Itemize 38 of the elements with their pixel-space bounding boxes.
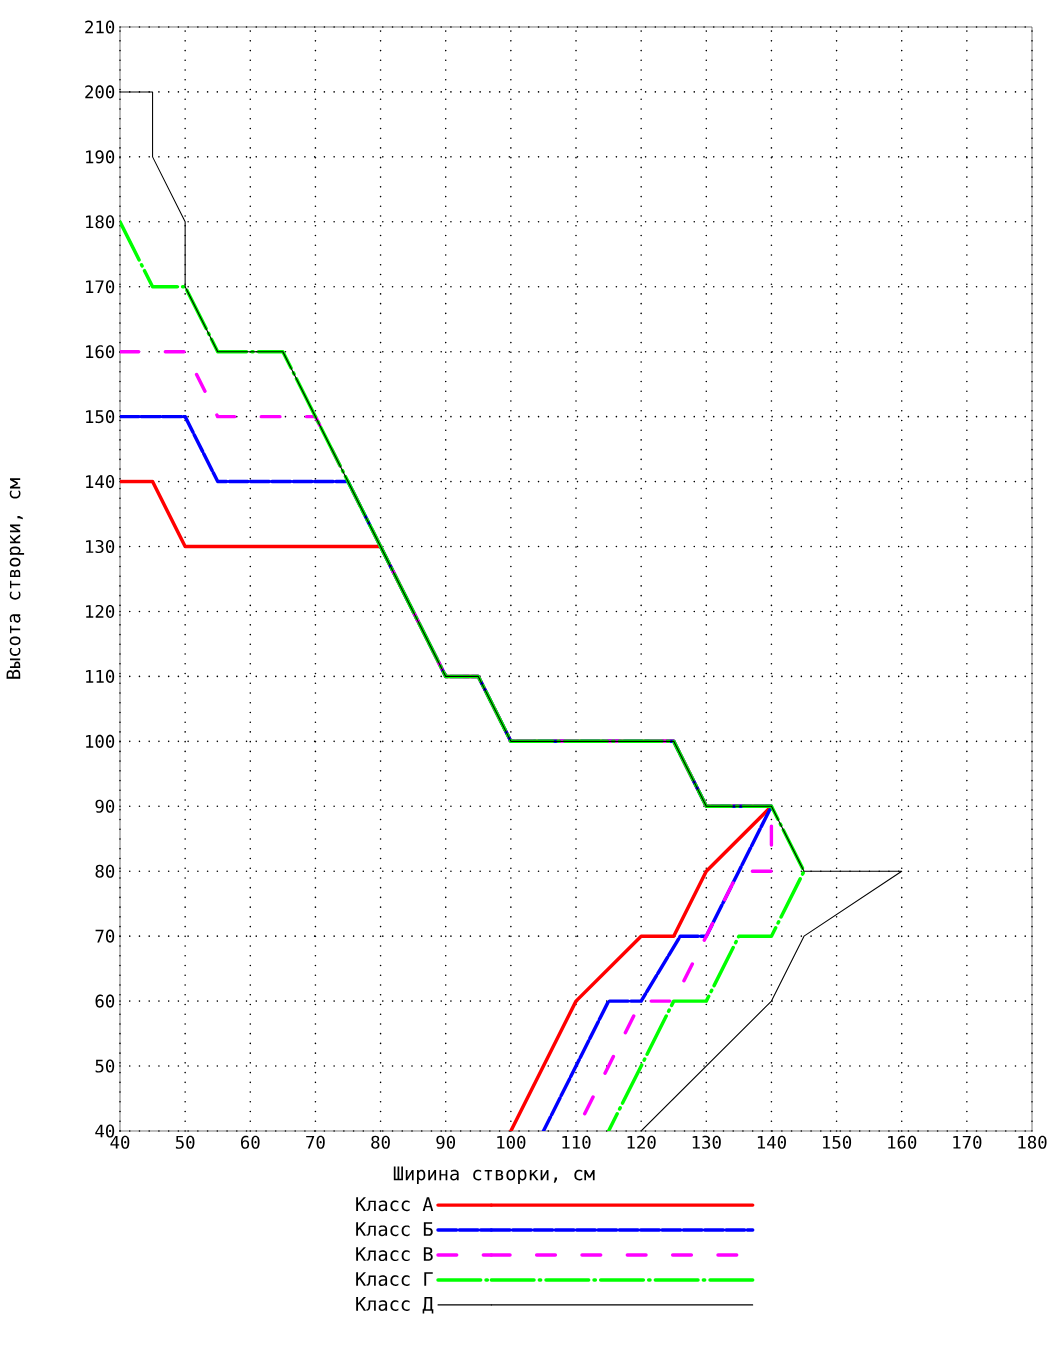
x-tick-label: 100 — [497, 1135, 526, 1149]
x-tick-label: 120 — [627, 1135, 656, 1149]
legend-label: Класс В — [356, 1247, 433, 1262]
x-tick-label: 110 — [562, 1135, 591, 1149]
y-tick-label: 170 — [86, 280, 115, 294]
y-tick-label: 160 — [86, 345, 115, 359]
x-tick-label: 80 — [371, 1135, 390, 1149]
y-tick-label: 140 — [86, 475, 115, 489]
legend-label: Класс Г — [356, 1272, 433, 1287]
y-tick-label: 50 — [95, 1059, 115, 1073]
y-tick-label: 200 — [85, 85, 115, 99]
y-tick-label: 180 — [86, 215, 115, 229]
y-axis-title: Высота створки, см — [6, 478, 25, 679]
x-axis-title: Ширина створки, см — [393, 1166, 595, 1185]
y-tick-label: 210 — [85, 20, 115, 34]
x-tick-label: 160 — [888, 1135, 917, 1149]
y-tick-label: 120 — [86, 604, 115, 619]
y-tick-label: 70 — [95, 929, 115, 943]
x-tick-label: 90 — [436, 1135, 456, 1149]
x-tick-label: 50 — [175, 1135, 195, 1149]
y-tick-label: 90 — [95, 799, 115, 813]
x-tick-label: 170 — [953, 1135, 982, 1149]
legend-label: Класс А — [356, 1197, 434, 1212]
x-tick-label: 140 — [757, 1135, 786, 1149]
y-tick-label: 110 — [86, 669, 115, 683]
x-tick-label: 70 — [306, 1135, 325, 1149]
y-tick-label: 80 — [95, 864, 115, 878]
legend-label: Класс Б — [356, 1222, 433, 1237]
x-tick-label: 60 — [240, 1135, 260, 1149]
y-tick-label: 150 — [86, 410, 115, 424]
x-tick-label: 130 — [692, 1135, 721, 1149]
x-tick-label: 150 — [823, 1135, 852, 1149]
x-tick-label: 180 — [1018, 1135, 1047, 1149]
legend-label: Класс Д — [356, 1297, 434, 1314]
y-tick-label: 100 — [86, 734, 115, 748]
y-tick-label: 130 — [86, 539, 115, 554]
y-tick-label: 60 — [95, 994, 115, 1008]
y-tick-label: 190 — [86, 150, 115, 164]
